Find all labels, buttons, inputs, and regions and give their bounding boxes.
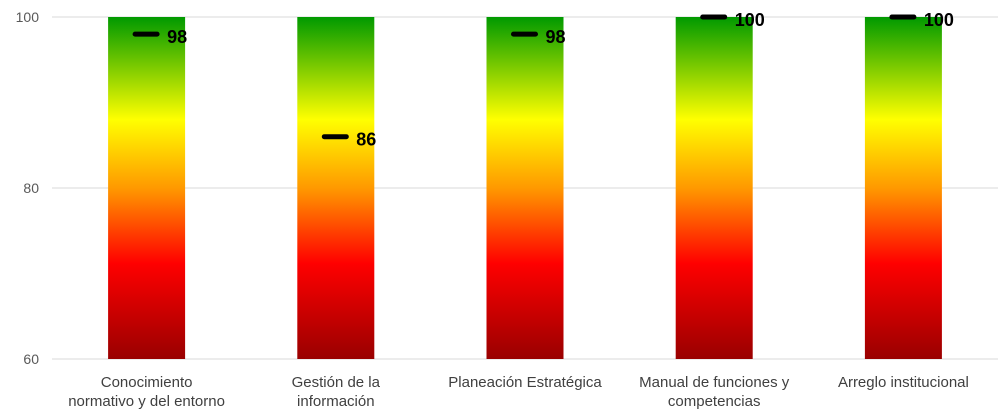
category-labels: Conocimiento normativo y del entorno Gesti… [68,374,969,410]
data-labels: 98 86 98 100 100 [167,10,954,150]
bar [864,17,942,359]
bar [297,17,375,359]
bars [108,17,942,359]
category-label: Gestión de la información [292,374,381,410]
bar [675,17,753,359]
y-tick-label: 60 [23,351,39,367]
y-tick-label: 100 [16,9,40,25]
y-tick-label: 80 [23,180,39,196]
bar [108,17,186,359]
value-markers [132,14,917,140]
data-label: 98 [546,27,566,47]
bar [486,17,564,359]
data-label: 100 [735,10,765,30]
y-axis-ticks: 60 80 100 [16,9,40,367]
category-label: Conocimiento normativo y del entorno [68,374,225,410]
category-label: Manual de funciones y competencias [639,374,790,410]
data-label: 86 [356,130,376,150]
data-label: 98 [167,27,187,47]
data-label: 100 [924,10,954,30]
category-label: Planeación Estratégica [448,374,602,391]
category-label: Arreglo institucional [838,374,969,391]
